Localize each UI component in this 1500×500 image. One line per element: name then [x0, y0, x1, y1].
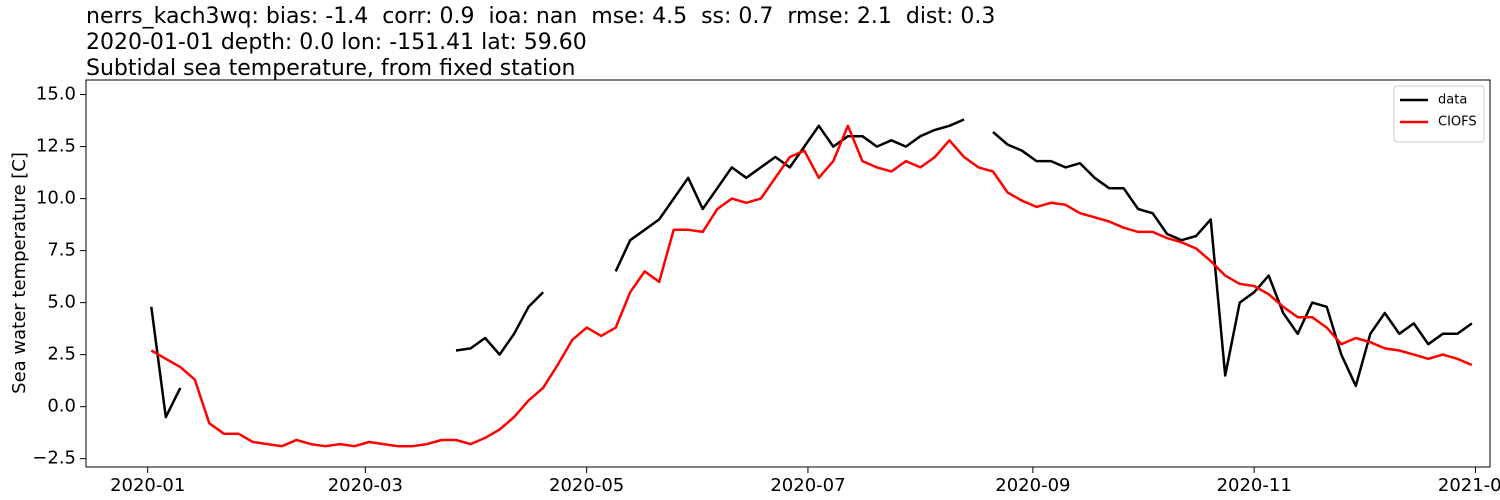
chart-subtitle: Subtidal sea temperature, from fixed sta…: [86, 56, 576, 81]
y-tick-label: 0.0: [47, 396, 76, 417]
x-tick-label: 2020-11: [1217, 475, 1292, 496]
series-line: [150, 118, 1473, 419]
y-tick-label: 2.5: [47, 344, 76, 365]
plot-frame: [85, 79, 1491, 468]
y-tick-label: 10.0: [36, 188, 76, 209]
x-tick-label: 2020-07: [770, 475, 845, 496]
x-tick-label: 2020-09: [995, 475, 1070, 496]
x-tick-label: 2020-01: [110, 475, 185, 496]
y-axis-label: Sea water temperature [C]: [9, 152, 30, 394]
legend-label: CIOFS: [1438, 115, 1477, 130]
x-tick-label: 2020-05: [549, 475, 624, 496]
chart-title: nerrs_kach3wq: bias: -1.4 corr: 0.9 ioa:…: [86, 4, 995, 29]
x-tick-label: 2021-01: [1438, 475, 1500, 496]
chart-subtitle: 2020-01-01 depth: 0.0 lon: -151.41 lat: …: [86, 30, 587, 55]
y-tick-label: 7.5: [47, 240, 76, 261]
y-tick-label: −2.5: [32, 448, 76, 469]
series-line: [150, 124, 1473, 448]
legend-label: data: [1438, 93, 1467, 108]
y-tick-label: 12.5: [36, 136, 76, 157]
y-tick-label: 5.0: [47, 292, 76, 313]
x-tick-label: 2020-03: [328, 475, 403, 496]
y-tick-label: 15.0: [36, 84, 76, 105]
